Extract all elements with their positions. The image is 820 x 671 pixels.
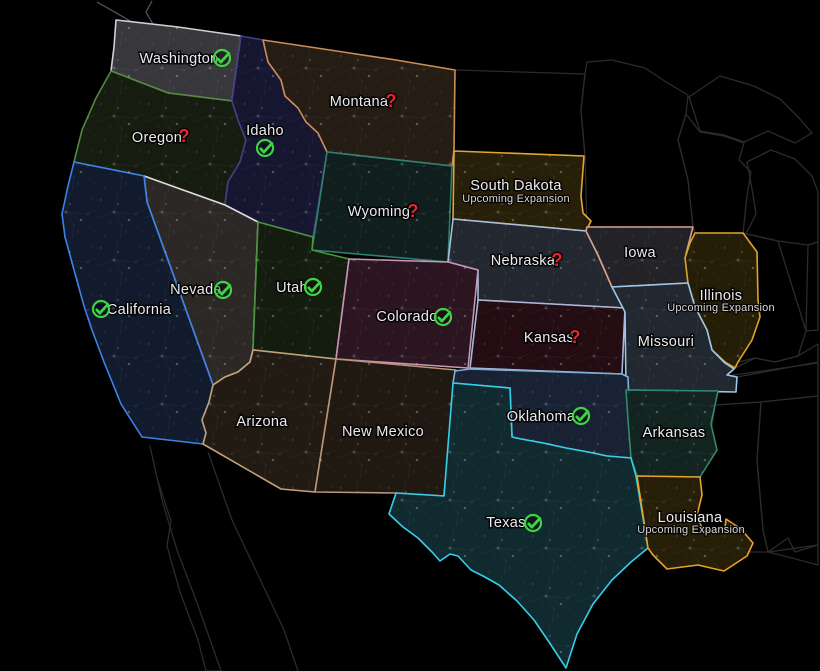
kansas-label: Kansas	[524, 330, 574, 346]
baja-california-shape	[149, 445, 222, 671]
colorado-label: Colorado	[376, 309, 437, 325]
illinois-label: Illinois	[700, 288, 743, 304]
oregon-question-icon: ?	[179, 126, 190, 146]
nevada-check-icon	[213, 280, 233, 300]
texas-label: Texas	[486, 515, 525, 531]
idaho-label: Idaho	[246, 123, 284, 139]
kansas-question-icon: ?	[570, 327, 581, 347]
california-check-icon	[91, 299, 111, 319]
montana-label: Montana	[330, 94, 389, 110]
south-dakota-sublabel: Upcoming Expansion	[462, 193, 570, 205]
louisiana-label: Louisiana	[658, 510, 723, 526]
wyoming-label: Wyoming	[348, 204, 410, 220]
nebraska-label: Nebraska	[491, 253, 556, 269]
colorado-check-icon	[433, 307, 453, 327]
nevada-label: Nevada	[170, 282, 222, 298]
illinois-sublabel: Upcoming Expansion	[667, 302, 775, 314]
ohio-edge-shape	[805, 241, 819, 332]
oregon-label: Oregon	[132, 130, 182, 146]
minnesota-shape	[580, 59, 694, 228]
question-icons: ? ? ? ? ?	[177, 90, 582, 349]
wyoming-question-icon: ?	[408, 201, 419, 221]
louisiana-sublabel: Upcoming Expansion	[637, 524, 745, 536]
check-icons	[91, 48, 591, 533]
north-dakota-shape	[453, 69, 586, 157]
montana-question-icon: ?	[386, 91, 397, 111]
south-dakota-label: South Dakota	[470, 178, 562, 194]
california-label: California	[107, 302, 172, 318]
utah-check-icon	[303, 277, 323, 297]
state-sublabels: Upcoming Expansion Upcoming Expansion Up…	[461, 192, 776, 538]
alabama-shape	[756, 395, 819, 553]
oklahoma-check-icon	[571, 406, 591, 426]
new-mexico-label: New Mexico	[342, 424, 424, 440]
texas-check-icon	[523, 513, 543, 533]
missouri-label: Missouri	[638, 334, 694, 350]
utah-label: Utah	[276, 280, 308, 296]
arkansas-label: Arkansas	[643, 425, 706, 441]
washington-label: Washington	[139, 51, 218, 67]
state-labels: Washington Oregon Idaho Montana Wyoming …	[105, 50, 743, 533]
nebraska-question-icon: ?	[552, 250, 563, 270]
oklahoma-label: Oklahoma	[507, 409, 576, 425]
arizona-label: Arizona	[236, 414, 288, 430]
florida-panhandle-shape	[767, 544, 819, 566]
iowa-label: Iowa	[624, 245, 656, 261]
wisconsin-shape	[677, 113, 752, 234]
washington-check-icon	[212, 48, 232, 68]
idaho-check-icon	[255, 138, 275, 158]
michigan-lower-shape	[745, 149, 819, 246]
